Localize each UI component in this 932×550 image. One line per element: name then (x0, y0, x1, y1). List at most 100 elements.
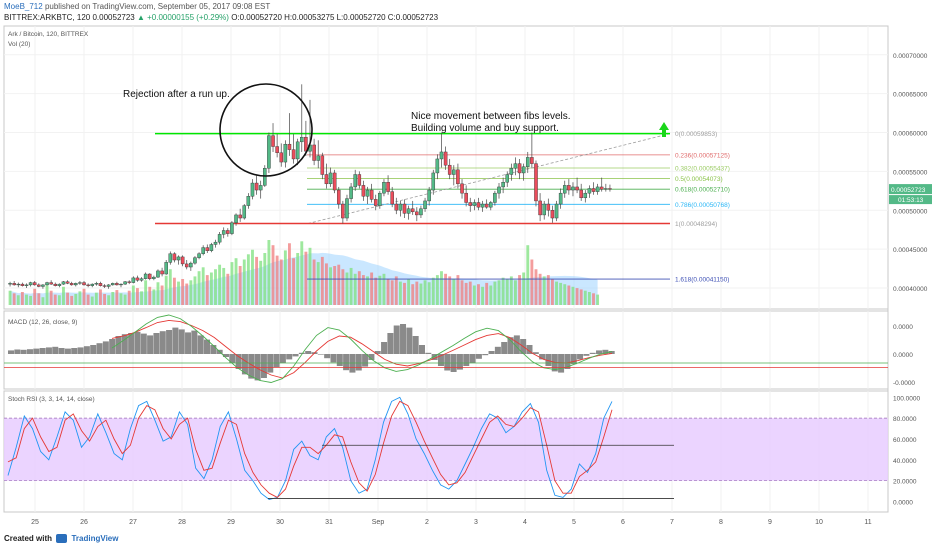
macd-title: MACD (12, 26, close, 9) (8, 319, 77, 326)
volume-bar (435, 275, 439, 305)
volume-bar (185, 283, 189, 305)
candle (193, 257, 197, 264)
candle (24, 284, 29, 286)
candle (115, 283, 119, 286)
volume-bar (49, 290, 53, 305)
candle (365, 189, 370, 197)
x-tick-label: 28 (178, 519, 186, 526)
x-tick-label: 26 (80, 519, 88, 526)
volume-bar (448, 276, 452, 305)
macd-histogram-bar (336, 354, 343, 366)
macd-tick-label: -0.0000 (893, 380, 915, 387)
x-tick-label: 7 (670, 519, 674, 526)
macd-histogram-bar (134, 331, 141, 354)
candle (415, 211, 419, 216)
y-tick-label: 0.00070000 (893, 53, 928, 60)
volume-bar (398, 281, 402, 305)
volume-bar (361, 275, 365, 305)
last-price-tag (889, 184, 932, 195)
fib-label: 0.382(0.00055437) (675, 165, 730, 172)
volume-bar (530, 259, 534, 305)
fib-label: 0(0.00059853) (675, 131, 717, 138)
macd-histogram-bar (147, 335, 154, 354)
volume-bar (255, 256, 259, 305)
candle (205, 247, 210, 251)
macd-histogram-bar (406, 327, 413, 354)
candle (476, 202, 481, 208)
volume-bar (304, 251, 308, 305)
candle (176, 256, 181, 261)
candle (221, 230, 226, 235)
volume-bar (579, 289, 583, 305)
candle (443, 151, 448, 166)
volume-bar (542, 276, 546, 305)
macd-histogram-bar (121, 334, 128, 354)
volume-bar (390, 280, 394, 305)
volume-bar (411, 284, 415, 305)
candle (300, 136, 304, 143)
candle (337, 189, 341, 205)
candle (394, 203, 399, 211)
x-tick-label: Sep (372, 519, 385, 526)
macd-tick-label: 0.0000 (893, 352, 913, 359)
macd-histogram-bar (241, 354, 248, 375)
candle (562, 185, 567, 194)
candle (501, 182, 505, 188)
volume-bar (477, 284, 480, 305)
volume-bar (86, 294, 90, 305)
volume-bar (324, 263, 328, 305)
volume-bar (316, 262, 320, 305)
macd-histogram-bar (197, 335, 204, 354)
volume-bar (62, 286, 65, 305)
volume-bar (103, 293, 106, 305)
volume-bar (394, 276, 398, 305)
volume-bar (345, 272, 349, 305)
candle (575, 186, 579, 191)
candle (517, 163, 522, 174)
macd-tick-label: 0.0000 (893, 324, 913, 331)
volume-bar (140, 291, 143, 305)
x-tick-label: 2 (425, 519, 429, 526)
candle (468, 202, 473, 206)
macd-histogram-bar (64, 348, 71, 354)
price-pane[interactable] (3, 25, 889, 310)
macd-histogram-bar (570, 354, 577, 365)
tradingview-brand[interactable]: TradingView (71, 534, 119, 543)
macd-histogram-bar (96, 343, 103, 354)
volume-bar (70, 295, 74, 305)
volume-bar (423, 280, 427, 305)
macd-histogram-bar (608, 351, 615, 354)
candle (275, 146, 279, 153)
candle (369, 189, 374, 200)
volume-bar (468, 281, 472, 305)
x-tick-label: 5 (572, 519, 576, 526)
volume-bar (209, 272, 213, 305)
candle (143, 273, 148, 279)
price-title: Ark / Bitcoin, 120, BITTREX (8, 31, 89, 38)
volume-bar (444, 273, 448, 305)
macd-histogram-bar (172, 327, 179, 354)
candle (427, 189, 431, 202)
candle (509, 168, 514, 175)
macd-histogram-bar (456, 354, 463, 370)
candle (390, 191, 394, 205)
stochrsi-tick-label: 100.0000 (893, 395, 920, 402)
volume-bar (481, 286, 485, 305)
stochrsi-tick-label: 40.0000 (893, 458, 917, 465)
volume-bar (251, 249, 254, 305)
author-link[interactable]: MoeB_712 (4, 2, 43, 11)
y-tick-label: 0.00040000 (893, 286, 928, 293)
fib-label: 1.618(0.00041150) (675, 277, 729, 284)
macd-histogram-bar (425, 352, 432, 354)
candle (542, 203, 546, 216)
volume-bar (189, 280, 193, 305)
volume-bar (193, 276, 197, 305)
annotation-circle[interactable] (219, 83, 313, 177)
volume-bar (555, 281, 558, 305)
candle (69, 283, 74, 286)
volume-bar (592, 293, 595, 305)
macd-histogram-bar (381, 342, 388, 354)
volume-bar (440, 271, 443, 305)
volume-bar (514, 280, 517, 305)
